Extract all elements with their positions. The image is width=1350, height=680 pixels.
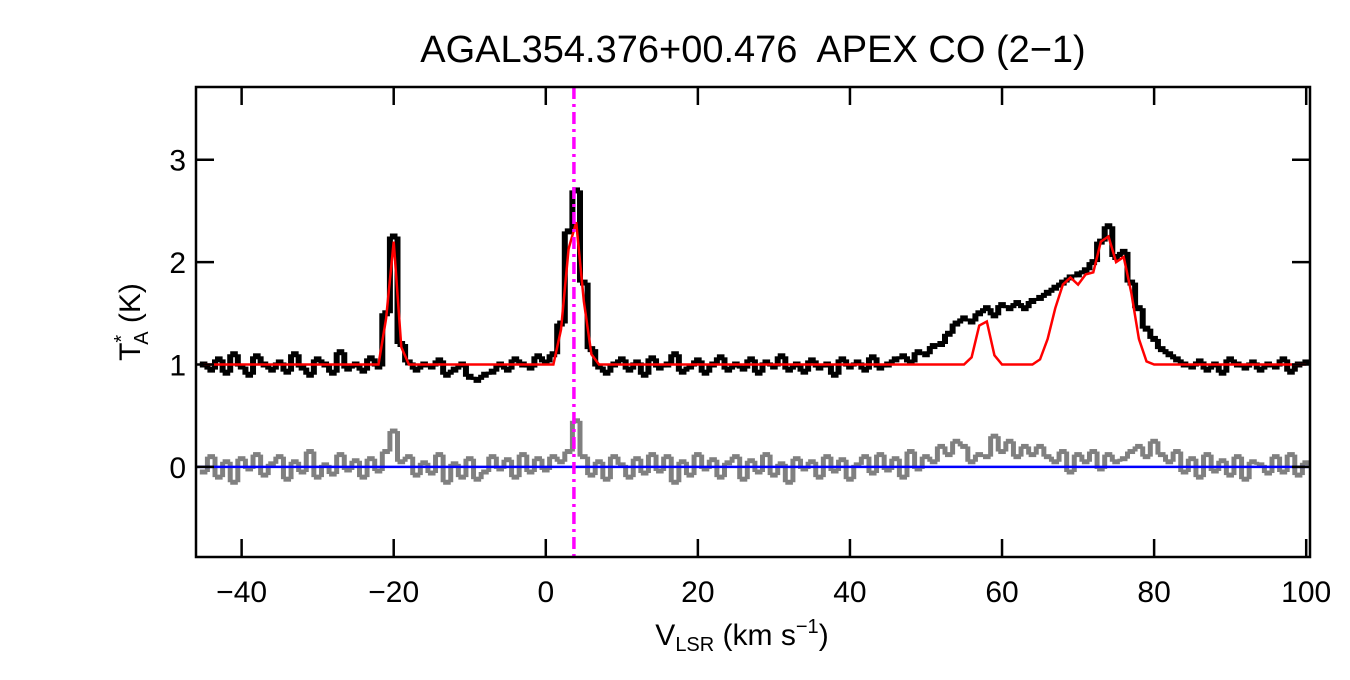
x-label-sub: LSR	[675, 634, 714, 656]
plot-frame	[194, 85, 1312, 559]
x-tick-label: 100	[1281, 576, 1331, 609]
x-tick-label: −40	[216, 576, 267, 609]
y-label-main: T	[114, 343, 147, 361]
chart-title: AGAL354.376+00.476 APEX CO (2−1)	[420, 29, 1085, 71]
x-tick-label: −20	[368, 576, 419, 609]
x-tick-label: 60	[985, 576, 1018, 609]
fit-line	[203, 221, 1307, 366]
y-axis-label: T*A (K)	[111, 283, 153, 361]
x-label-rest: (km s	[714, 619, 796, 652]
x-label-main: V	[655, 619, 675, 652]
y-label-sub: A	[131, 331, 153, 345]
x-tick-label: 40	[833, 576, 866, 609]
x-tick-label: 80	[1137, 576, 1170, 609]
x-tick-label: 0	[537, 576, 554, 609]
y-tick-label: 3	[169, 145, 186, 178]
y-label-sup: *	[111, 335, 133, 343]
y-tick-label: 1	[169, 349, 186, 382]
x-tick-label: 20	[681, 576, 714, 609]
y-tick-label: 0	[169, 452, 186, 485]
x-label-sup: −1	[796, 616, 819, 638]
x-axis-label: VLSR (km s−1)	[655, 616, 828, 656]
y-tick-label: 2	[169, 247, 186, 280]
x-label-end: )	[819, 619, 829, 652]
y-label-rest: (K)	[114, 283, 147, 331]
